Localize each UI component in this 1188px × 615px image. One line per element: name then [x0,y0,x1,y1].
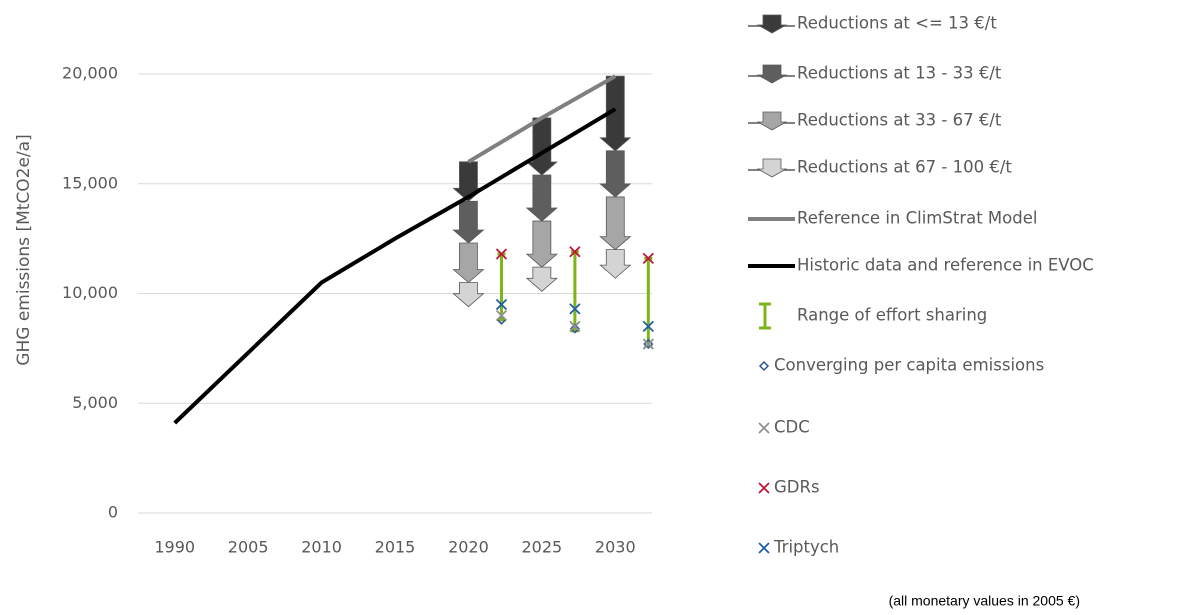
reduction-arrow [525,117,558,176]
line [467,74,617,164]
reduction-arrow [452,242,485,284]
y-axis-label: GHG emissions [MtCO2e/a] [14,134,34,365]
legend-arrow [756,111,788,131]
reduction-arrow [452,200,485,244]
range-bar [644,256,653,348]
marker [495,309,508,322]
marker [495,248,508,260]
range-bar [497,252,506,322]
legend-marker [758,360,770,372]
marker [569,246,581,258]
legend-arrow [756,64,788,84]
legend-label: Reductions at 13 - 33 €/t [797,64,1002,83]
x-tick-label: 2025 [521,538,562,557]
legend-label: Historic data and reference in EVOC [797,256,1094,275]
marker [642,338,654,350]
legend-label: Reductions at <= 13 €/t [797,14,997,33]
reduction-arrow [452,282,485,308]
range-bar [570,250,579,333]
marker [643,338,654,350]
reduction-arrow [599,150,632,198]
legend-arrow [756,158,788,178]
legend-label: Range of effort sharing [797,306,987,325]
legend-marker [758,482,770,494]
legend-label: Reference in ClimStrat Model [797,209,1037,228]
legend-range [759,302,771,330]
legend-label: GDRs [774,478,820,497]
marker [495,298,508,311]
marker [642,252,654,265]
marker [642,320,654,333]
legend-label: Reductions at 67 - 100 €/t [797,158,1012,177]
marker [569,323,580,334]
y-tick-label: 20,000 [62,64,118,83]
reduction-arrow [599,75,632,152]
note: (all monetary values in 2005 €) [889,593,1080,609]
reduction-arrow [599,196,632,251]
x-tick-label: 2010 [301,538,342,557]
y-tick-label: 0 [108,503,118,522]
legend-marker [758,542,770,554]
line [173,107,617,425]
legend-arrow [756,14,788,34]
x-tick-label: 2030 [595,538,636,557]
legend-label: CDC [774,418,810,437]
legend-marker [758,422,770,434]
y-tick-label: 10,000 [62,283,118,302]
legend-label: Triptych [773,538,839,557]
x-tick-label: 2005 [228,538,269,557]
legend-label: Converging per capita emissions [774,356,1044,375]
legend-label: Reductions at 33 - 67 €/t [797,111,1002,130]
y-tick-label: 5,000 [72,393,118,412]
x-tick-label: 1990 [154,538,195,557]
reduction-arrow [525,220,558,268]
marker [569,303,581,315]
reduction-arrow [525,266,558,292]
reduction-arrow [525,174,558,222]
x-tick-label: 2015 [375,538,416,557]
marker [569,320,581,333]
reduction-arrow [599,249,632,279]
x-tick-label: 2020 [448,538,489,557]
y-tick-label: 15,000 [62,173,118,192]
